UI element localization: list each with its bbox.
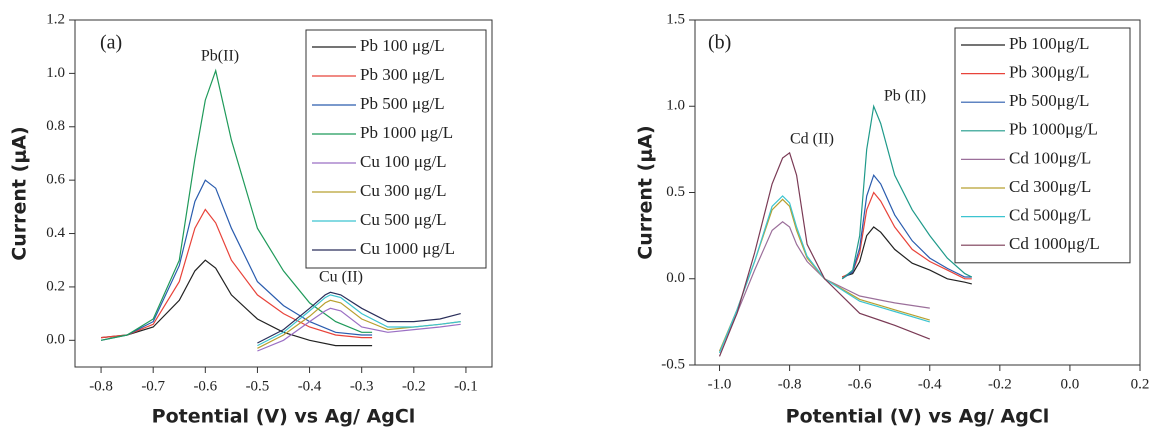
- y-tick-label: 0.2: [46, 278, 65, 294]
- legend-label: Pb 500μg/L: [1009, 91, 1089, 110]
- data-line: [718, 221, 930, 352]
- x-tick-label: -0.4: [918, 376, 942, 392]
- y-tick-label: 0.8: [46, 118, 65, 134]
- x-tick-label: -0.1: [454, 378, 478, 394]
- y-axis-label: Current (μA): [9, 126, 31, 260]
- legend-label: Pb 500 μg/L: [360, 94, 445, 113]
- data-line: [257, 294, 461, 347]
- annotation: (b): [708, 32, 731, 54]
- y-tick-label: 0.0: [46, 332, 65, 348]
- data-line: [718, 198, 930, 352]
- legend-label: Cd 1000μg/L: [1009, 234, 1100, 253]
- data-line: [101, 259, 373, 347]
- plot-frame: [74, 19, 493, 368]
- legend-label: Cu 1000 μg/L: [360, 239, 455, 258]
- data-line: [257, 307, 461, 352]
- legend-label: Cd 300μg/L: [1009, 177, 1091, 196]
- y-tick-label: -0.5: [661, 356, 685, 372]
- annotation: Cd (II): [790, 131, 834, 148]
- legend: Pb 100 μg/L Pb 300 μg/L Pb 500 μg/L Pb 1000…: [305, 29, 487, 269]
- data-line: [841, 173, 972, 280]
- legend-label: Cu 100 μg/L: [360, 152, 447, 171]
- x-tick-label: -0.8: [89, 378, 113, 394]
- legend: Pb 100μg/L Pb 300μg/L Pb 500μg/L Pb 1000μg/…: [954, 27, 1131, 264]
- x-tick-label: 0.2: [1131, 376, 1150, 392]
- legend-label: Cd 100μg/L: [1009, 148, 1091, 167]
- x-tick-label: -1.0: [708, 376, 732, 392]
- x-axis-label: Potential (V) vs Ag/ AgCl: [786, 406, 1050, 428]
- legend-box: [954, 27, 1131, 264]
- x-axis-label: Potential (V) vs Ag/ AgCl: [152, 406, 416, 428]
- x-tick-label: -0.6: [193, 378, 217, 394]
- y-axis-label: Current (μA): [635, 125, 657, 259]
- legend-label: Cu 500 μg/L: [360, 210, 447, 229]
- legend-box: [305, 29, 487, 269]
- annotation: (a): [100, 32, 122, 54]
- x-tick-label: -0.2: [988, 376, 1012, 392]
- data-line: [842, 226, 972, 285]
- legend-label: Pb 300 μg/L: [360, 65, 445, 84]
- data-line: [100, 68, 373, 341]
- x-tick-label: -0.8: [778, 376, 802, 392]
- x-tick-label: -0.5: [246, 378, 270, 394]
- data-line: [841, 104, 973, 280]
- x-tick-label: 0.0: [1061, 376, 1080, 392]
- legend-label: Pb 1000μg/L: [1009, 120, 1098, 139]
- legend-label: Pb 100μg/L: [1009, 34, 1089, 53]
- data-line: [257, 291, 461, 344]
- legend-label: Pb 1000 μg/L: [360, 123, 453, 142]
- y-tick-label: 0.0: [666, 270, 685, 286]
- data-line: [841, 191, 972, 280]
- data-line: [718, 151, 931, 357]
- legend-label: Pb 300μg/L: [1009, 63, 1089, 82]
- x-tick-label: -0.4: [298, 378, 322, 394]
- x-tick-label: -0.6: [848, 376, 872, 392]
- annotation: Pb(II): [201, 48, 239, 65]
- y-tick-label: 0.4: [46, 225, 65, 241]
- x-tick-label: -0.2: [402, 378, 426, 394]
- x-tick-label: -0.3: [350, 378, 374, 394]
- y-tick-label: 1.5: [666, 11, 685, 27]
- legend-label: Cd 500μg/L: [1009, 206, 1091, 225]
- legend-label: Cu 300 μg/L: [360, 181, 447, 200]
- legend-label: Pb 100 μg/L: [360, 36, 445, 55]
- annotation: Pb (II): [884, 88, 926, 105]
- x-tick-label: -0.7: [141, 378, 165, 394]
- annotation: Cu (II): [319, 269, 363, 286]
- data-line: [100, 179, 373, 341]
- y-tick-label: 1.0: [666, 98, 685, 114]
- y-tick-label: 1.2: [46, 11, 65, 27]
- y-tick-label: 1.0: [46, 65, 65, 81]
- y-tick-label: 0.6: [46, 172, 65, 188]
- data-line: [101, 208, 373, 339]
- data-line: [718, 195, 930, 354]
- y-tick-label: 0.5: [666, 184, 685, 200]
